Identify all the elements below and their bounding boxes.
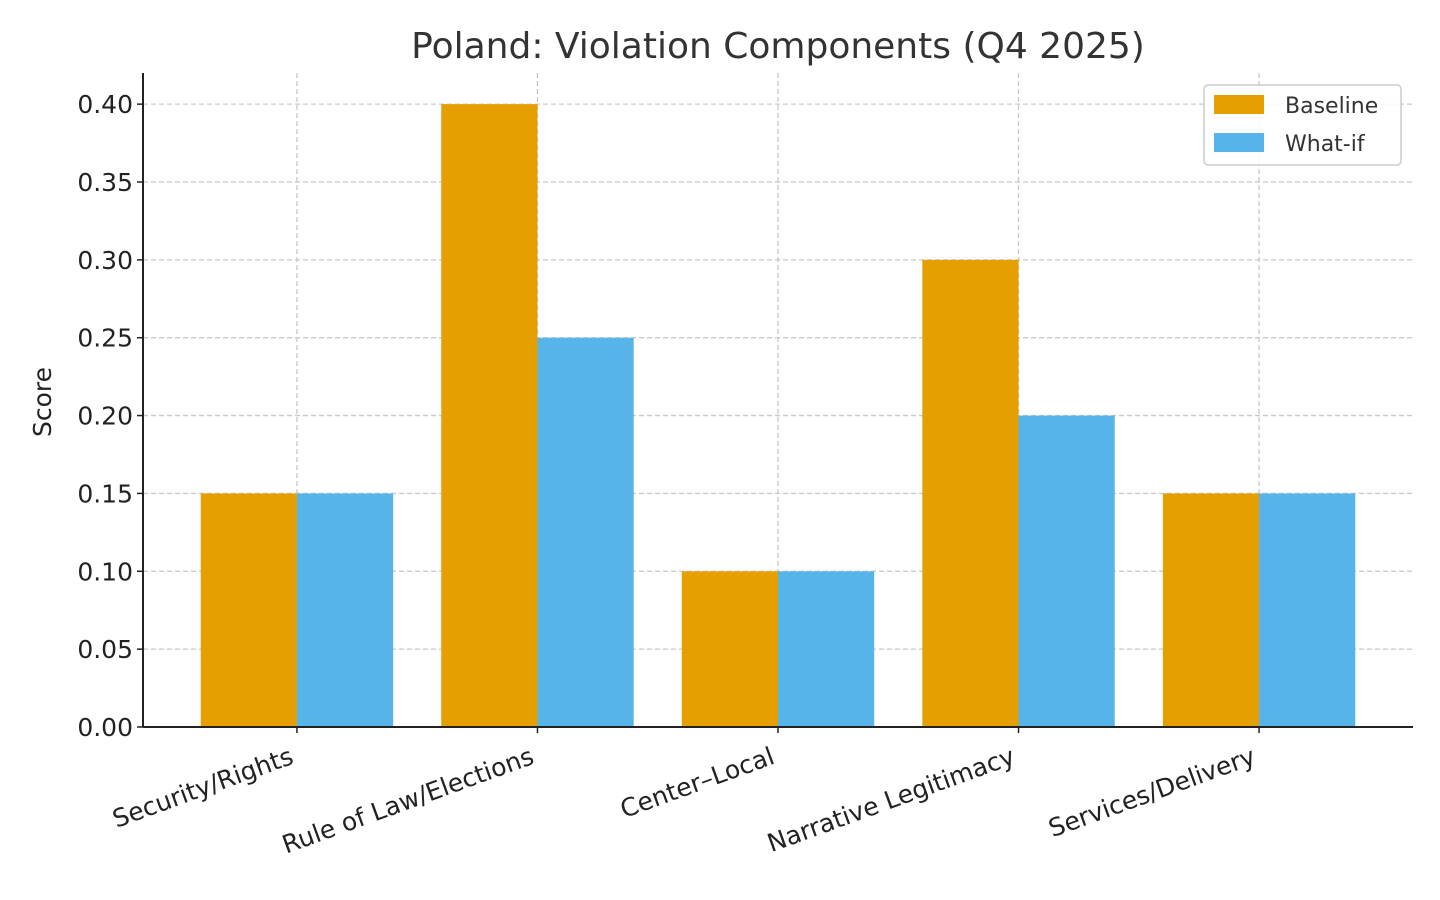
x-tick-label: Rule of Law/Elections — [278, 741, 537, 859]
bar-baseline — [200, 493, 297, 727]
legend-label: What-if — [1285, 132, 1366, 157]
legend-swatch — [1214, 95, 1264, 114]
x-tick-label: Narrative Legitimacy — [763, 741, 1018, 858]
y-tick-label: 0.40 — [77, 90, 133, 119]
y-axis-label: Score — [28, 367, 57, 437]
x-tick-label: Services/Delivery — [1045, 741, 1260, 843]
y-tick-label: 0.35 — [77, 168, 133, 197]
y-tick-label: 0.30 — [77, 246, 133, 275]
y-tick-label: 0.10 — [77, 557, 133, 586]
bar-what-if — [1018, 415, 1115, 727]
y-tick-label: 0.05 — [77, 635, 133, 664]
legend-swatch — [1214, 133, 1264, 152]
bar-baseline — [441, 104, 538, 727]
bar-baseline — [1162, 493, 1260, 727]
y-tick-label: 0.20 — [77, 402, 133, 431]
y-tick-label: 0.15 — [77, 479, 133, 508]
bar-baseline — [922, 259, 1019, 727]
bar-what-if — [296, 493, 394, 727]
legend: Baseline What-if — [1203, 84, 1402, 166]
y-ticks: 0.00 0.05 0.10 0.15 0.20 0.25 0.30 0.35 0.40 — [77, 90, 143, 742]
x-tick-label: Security/Rights — [109, 741, 297, 833]
bar-what-if — [537, 337, 634, 727]
legend-label: Baseline — [1285, 94, 1378, 119]
bar-what-if — [778, 571, 875, 727]
bars — [200, 104, 1356, 727]
bar-baseline — [681, 571, 778, 727]
chart-title: Poland: Violation Components (Q4 2025) — [411, 26, 1145, 67]
y-tick-label: 0.00 — [77, 713, 133, 742]
x-tick-label: Center–Local — [616, 741, 778, 823]
y-tick-label: 0.25 — [77, 324, 133, 353]
bar-what-if — [1259, 493, 1356, 727]
